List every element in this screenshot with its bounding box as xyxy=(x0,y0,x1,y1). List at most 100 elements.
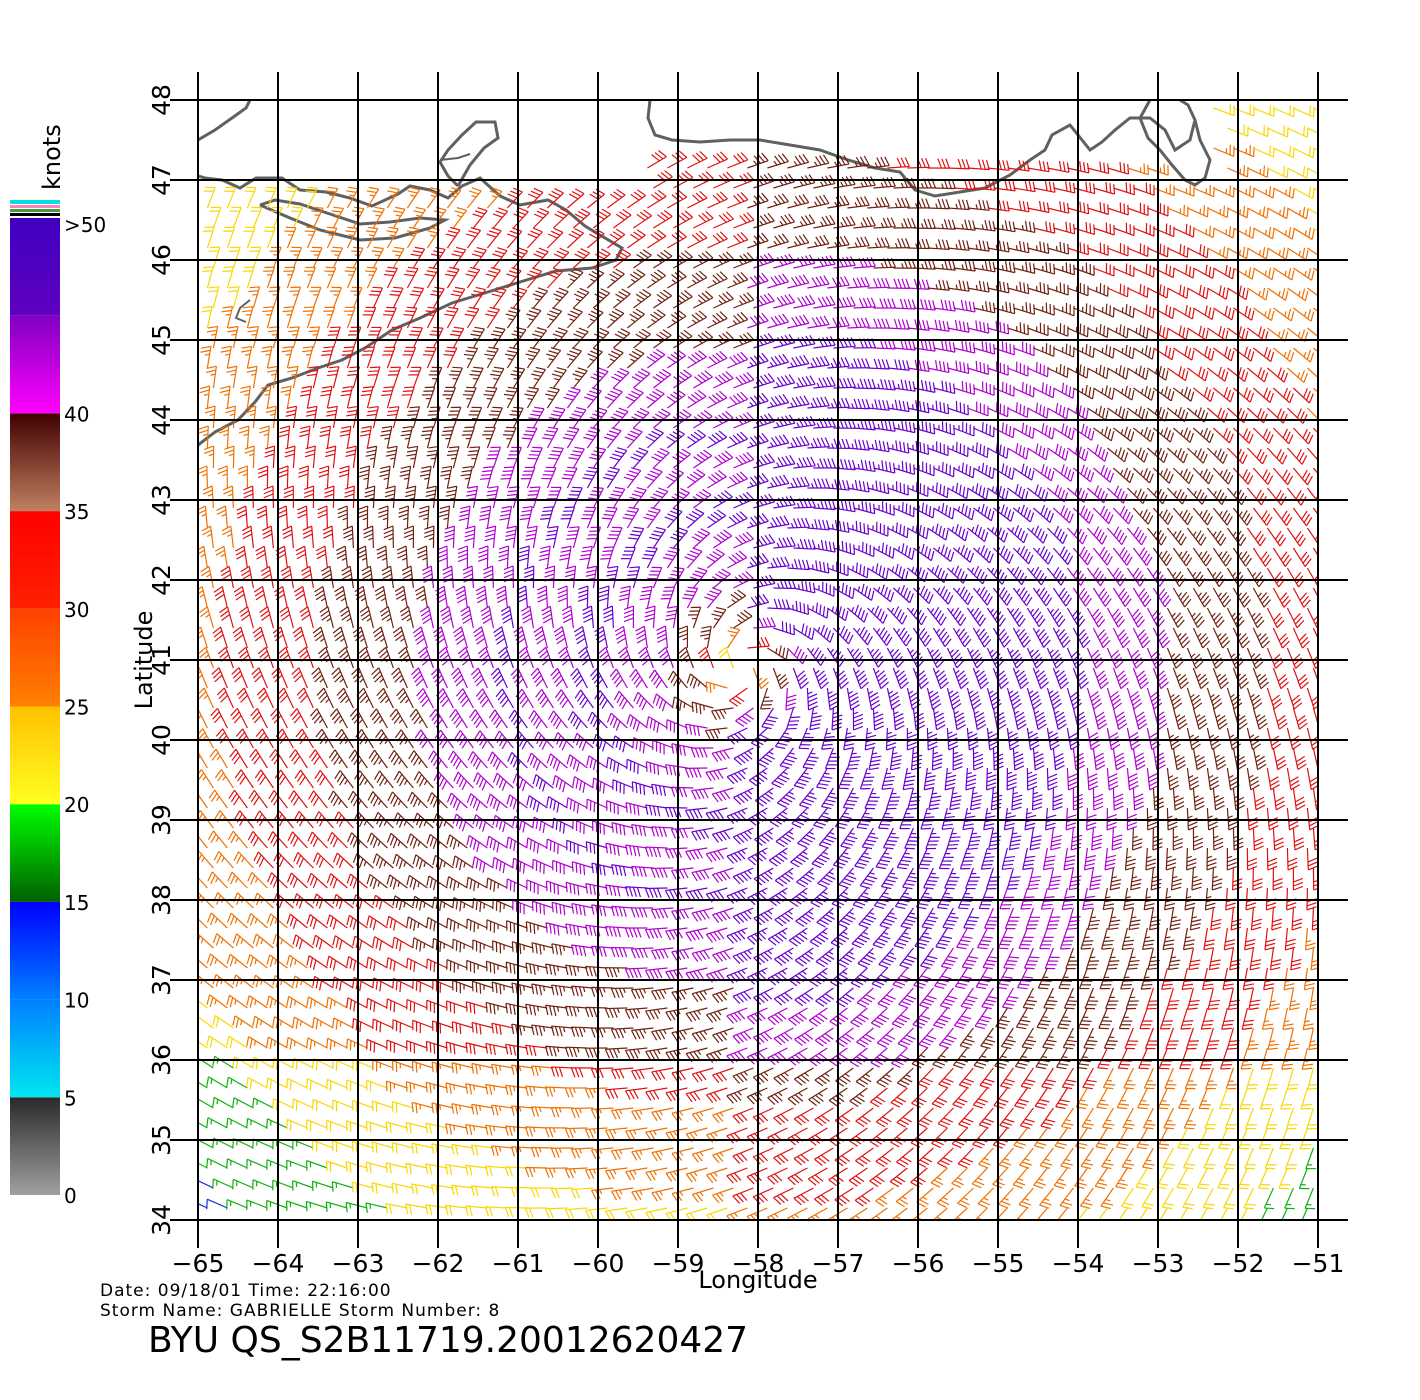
wind-barb xyxy=(447,1001,468,1014)
wind-barb xyxy=(1273,788,1285,810)
wind-barb xyxy=(355,586,368,608)
wind-barb xyxy=(287,914,307,929)
wind-barb xyxy=(1033,1208,1047,1228)
wind-barb xyxy=(587,269,603,288)
wind-barb xyxy=(947,320,969,332)
wind-barb xyxy=(293,1099,314,1111)
wind-barb xyxy=(856,1068,873,1087)
wind-barb xyxy=(607,348,623,368)
wind-barb xyxy=(551,1026,573,1036)
wind-barb xyxy=(233,1098,254,1108)
wind-barb xyxy=(672,1068,693,1081)
wind-barb xyxy=(1087,324,1108,337)
wind-barb xyxy=(1287,448,1306,464)
storm-info-line: Storm Name: GABRIELLE Storm Number: 8 xyxy=(100,1301,500,1321)
legend-label: 25 xyxy=(64,696,89,720)
wind-barb xyxy=(903,768,915,790)
wind-barb xyxy=(933,668,948,689)
wind-map: knots 0510152025303540>50 −65 −64 −63 −62 −6… xyxy=(0,0,1420,1400)
wind-barb xyxy=(712,908,733,923)
wind-barb xyxy=(1060,928,1074,949)
wind-barb xyxy=(1166,1028,1179,1049)
wind-barb xyxy=(1002,848,1015,869)
wind-barb xyxy=(1107,365,1128,379)
wind-barb xyxy=(1009,828,1021,850)
wind-barb xyxy=(692,828,714,840)
wind-barb xyxy=(213,1097,234,1108)
wind-barb xyxy=(871,1048,889,1067)
wind-barb xyxy=(365,486,375,508)
wind-barb xyxy=(698,647,713,668)
wind-barb xyxy=(1227,488,1246,505)
wind-barb xyxy=(532,901,553,915)
wind-barb xyxy=(391,668,407,688)
wind-barb xyxy=(887,198,909,208)
wind-barb xyxy=(978,928,993,949)
wind-barb xyxy=(1293,788,1305,810)
wind-barb xyxy=(1273,668,1288,689)
wind-barb xyxy=(373,627,387,648)
wind-barb xyxy=(1253,548,1271,566)
wind-barb xyxy=(815,1068,833,1086)
wind-barb xyxy=(1135,1208,1147,1229)
wind-barb xyxy=(430,327,443,348)
wind-barb xyxy=(1247,166,1268,178)
wind-barb xyxy=(571,1027,593,1037)
wind-barb xyxy=(405,486,415,508)
wind-barb xyxy=(851,968,869,987)
wind-barb xyxy=(413,855,433,869)
wind-barb xyxy=(1093,547,1112,565)
wind-barb xyxy=(1047,323,1068,336)
wind-barb xyxy=(193,1097,214,1108)
wind-barb xyxy=(1087,283,1108,296)
wind-barb xyxy=(1071,828,1082,850)
wind-barb xyxy=(671,787,693,797)
wind-barb xyxy=(284,227,296,248)
wind-barb xyxy=(1043,848,1055,870)
wind-barb xyxy=(386,1163,407,1174)
wind-barb xyxy=(1103,888,1114,910)
wind-barb xyxy=(993,261,1015,273)
wind-barb xyxy=(630,488,647,508)
wind-barb xyxy=(1266,888,1276,910)
wind-barb xyxy=(1249,988,1261,1010)
wind-barb xyxy=(1307,648,1323,668)
y-tick-label: 35 xyxy=(147,1124,176,1156)
wind-barb xyxy=(773,496,795,508)
wind-barb xyxy=(1013,668,1028,689)
wind-barb xyxy=(1127,284,1148,297)
wind-barb xyxy=(933,421,954,435)
wind-barb xyxy=(1193,828,1203,850)
wind-barb xyxy=(713,1148,734,1163)
gaspe-coast xyxy=(198,100,250,140)
wind-barb xyxy=(578,586,588,608)
wind-barb xyxy=(794,1068,813,1085)
wind-barb xyxy=(767,394,788,408)
wind-barb xyxy=(253,1180,274,1190)
wind-barb xyxy=(227,913,247,928)
wind-barb xyxy=(345,446,356,468)
wind-barb xyxy=(1167,688,1181,709)
wind-barb xyxy=(1185,888,1196,910)
wind-barb xyxy=(412,1143,433,1154)
wind-barb xyxy=(636,626,648,648)
wind-barb xyxy=(993,1128,1008,1148)
wind-barb xyxy=(929,788,941,810)
wind-barb xyxy=(1116,1168,1128,1189)
wind-barb xyxy=(221,566,234,588)
wind-barb xyxy=(855,848,872,868)
wind-barb xyxy=(527,838,548,853)
wind-barb xyxy=(1067,768,1077,790)
legend-swatch xyxy=(10,316,60,414)
wind-barb xyxy=(1087,728,1099,750)
wind-barb xyxy=(876,1108,893,1127)
wind-barb xyxy=(526,308,540,328)
legend-swatch xyxy=(10,511,60,609)
wind-barb xyxy=(633,329,650,348)
wind-barb xyxy=(468,752,487,770)
wind-barb xyxy=(330,709,347,728)
wind-barb xyxy=(1243,968,1254,990)
wind-barb xyxy=(265,187,277,208)
wind-barb xyxy=(1207,1028,1219,1049)
wind-barb xyxy=(685,768,707,778)
